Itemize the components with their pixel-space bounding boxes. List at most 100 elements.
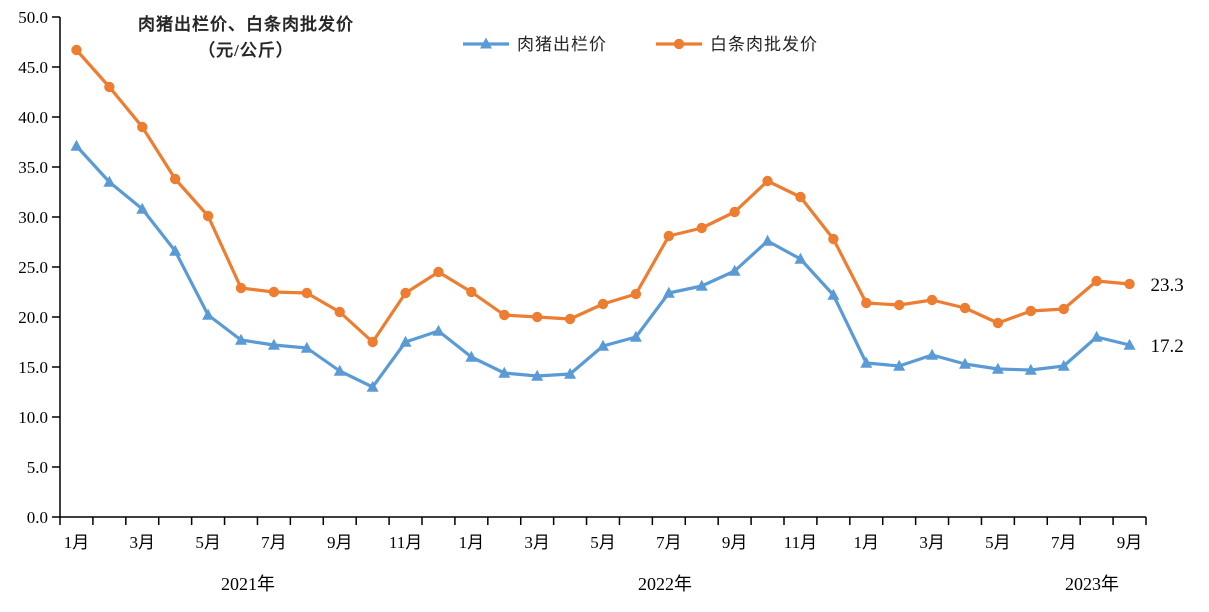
x-axis-year-label: 2021年 [221, 574, 275, 594]
series-0-triangle-marker [761, 234, 774, 246]
series-0-triangle-marker [695, 279, 708, 291]
series-1-circle-marker [104, 81, 115, 93]
series-0-triangle-marker [169, 244, 182, 256]
series-1-circle-marker [828, 233, 839, 245]
series-line-0 [74, 144, 1132, 389]
y-axis-tick-label: 30.0 [18, 208, 48, 227]
series-1-circle-marker [926, 294, 938, 306]
series-0-triangle-marker [794, 252, 807, 264]
x-axis-month-label: 7月 [261, 533, 287, 552]
series-1-circle-marker [861, 297, 872, 309]
series-0-triangle-marker [531, 369, 544, 381]
x-axis-month-label: 11月 [784, 533, 817, 552]
x-axis-month-label: 9月 [327, 533, 353, 552]
legend-triangle-marker-icon [463, 37, 509, 48]
series-0-triangle-marker [103, 175, 116, 187]
series-1-circle-marker [1058, 303, 1069, 315]
chart-title: 肉猪出栏价、白条肉批发价 （元/公斤） [96, 12, 396, 64]
series-line-1 [74, 48, 1132, 344]
series-0-triangle-marker [629, 330, 642, 342]
series-0-triangle-marker [991, 362, 1004, 374]
x-axis-month-label: 1月 [854, 533, 880, 552]
series-1-circle-marker [137, 121, 148, 133]
series-0-triangle-marker [498, 366, 511, 378]
x-axis-month-label: 5月 [985, 533, 1011, 552]
series-0-triangle-marker [465, 350, 478, 362]
series-0-triangle-marker [399, 335, 412, 347]
series-1-end-value-label: 23.3 [1151, 275, 1184, 296]
y-axis-tick-label: 10.0 [18, 408, 48, 427]
series-0-triangle-marker [1024, 363, 1037, 375]
series-0-triangle-marker [827, 288, 840, 300]
series-0-triangle-marker [662, 286, 675, 298]
series-0-triangle-marker [1090, 330, 1103, 342]
series-0-triangle-marker [202, 308, 215, 320]
y-axis-tick-label: 25.0 [18, 258, 48, 277]
series-0-triangle-marker [70, 139, 83, 151]
series-0-end-value-label: 17.2 [1151, 336, 1184, 357]
series-1-circle-marker [663, 230, 675, 242]
series-1-circle-marker [729, 206, 740, 218]
series-1-circle-marker [367, 336, 378, 348]
series-1-circle-marker [1025, 305, 1037, 317]
series-1-circle-marker [301, 287, 313, 299]
series-0-triangle-marker [926, 348, 939, 360]
x-axis-month-label: 5月 [590, 533, 616, 552]
series-0-triangle-marker [267, 338, 280, 350]
series-1-circle-marker [169, 173, 181, 185]
series-1-circle-marker [531, 311, 543, 323]
y-axis-tick-label: 5.0 [27, 458, 48, 477]
chart-title-line2: （元/公斤） [198, 41, 294, 60]
series-1-circle-marker [202, 210, 214, 222]
series-1-circle-marker [564, 313, 576, 325]
series-0-triangle-marker [432, 324, 445, 336]
series-0-triangle-marker [959, 357, 971, 369]
y-axis-tick-label: 15.0 [18, 358, 48, 377]
legend-label-live-pig-price: 肉猪出栏价 [517, 35, 607, 54]
y-axis-tick-label: 50.0 [18, 8, 48, 27]
series-0-triangle-marker [333, 364, 346, 376]
series-0-triangle-marker [1123, 338, 1136, 350]
x-axis-month-label: 5月 [195, 533, 221, 552]
series-1-circle-marker [1091, 275, 1102, 287]
series-0-triangle-marker [1057, 359, 1070, 371]
series-1-circle-marker [433, 266, 444, 278]
x-axis-month-label: 7月 [656, 533, 682, 552]
x-axis-month-label: 9月 [722, 533, 748, 552]
x-axis-year-label: 2023年 [1065, 574, 1119, 594]
y-axis-tick-label: 45.0 [18, 58, 48, 77]
series-1-circle-marker [71, 44, 82, 56]
x-axis-month-label: 1月 [64, 533, 90, 552]
y-axis-tick-label: 20.0 [18, 308, 48, 327]
y-axis-tick-label: 0.0 [27, 508, 48, 527]
series-0-triangle-marker [564, 367, 577, 379]
x-axis-month-label: 7月 [1051, 533, 1077, 552]
series-1-circle-marker [893, 299, 905, 311]
y-axis-tick-label: 40.0 [18, 108, 48, 127]
series-1-circle-marker [268, 286, 280, 298]
series-0-triangle-marker [235, 333, 247, 345]
series-1-circle-marker [499, 309, 510, 321]
series-1-circle-marker [696, 222, 707, 234]
series-0-triangle-marker [136, 202, 149, 214]
x-axis-month-label: 3月 [919, 533, 945, 552]
legend-label-carcass-pork-price: 白条肉批发价 [710, 35, 818, 54]
chart-legend: 肉猪出栏价 白条肉批发价 [462, 30, 818, 55]
x-axis-month-label: 3月 [130, 533, 156, 552]
series-1-circle-marker [795, 191, 806, 203]
x-axis-month-label: 3月 [524, 533, 550, 552]
series-1-circle-marker [762, 175, 773, 187]
series-1-circle-marker [959, 302, 971, 314]
series-0-triangle-marker [597, 339, 609, 351]
series-0-triangle-marker [728, 264, 741, 276]
y-axis-tick-label: 35.0 [18, 158, 48, 177]
series-1-circle-marker [400, 287, 411, 299]
legend-circle-marker-icon [656, 38, 702, 49]
chart-title-line1: 肉猪出栏价、白条肉批发价 [138, 15, 354, 34]
x-axis-month-label: 1月 [459, 533, 485, 552]
series-1-circle-marker [334, 306, 345, 318]
x-axis-month-label: 11月 [389, 533, 422, 552]
x-axis-month-label: 9月 [1117, 533, 1143, 552]
